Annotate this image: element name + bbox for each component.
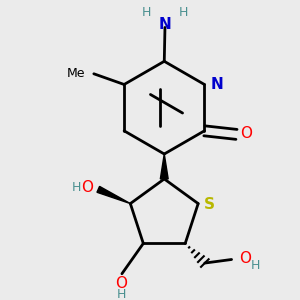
Text: H: H bbox=[251, 260, 260, 272]
Text: O: O bbox=[239, 251, 251, 266]
Text: H: H bbox=[179, 6, 188, 19]
Text: Me: Me bbox=[66, 67, 85, 80]
Text: N: N bbox=[159, 17, 171, 32]
Text: H: H bbox=[116, 288, 126, 300]
Text: S: S bbox=[204, 197, 215, 212]
Text: N: N bbox=[211, 77, 224, 92]
Text: O: O bbox=[241, 126, 253, 141]
Text: O: O bbox=[81, 180, 93, 195]
Text: H: H bbox=[142, 6, 151, 19]
Polygon shape bbox=[160, 154, 168, 179]
Text: O: O bbox=[115, 275, 127, 290]
Polygon shape bbox=[97, 186, 130, 204]
Text: H: H bbox=[72, 181, 81, 194]
